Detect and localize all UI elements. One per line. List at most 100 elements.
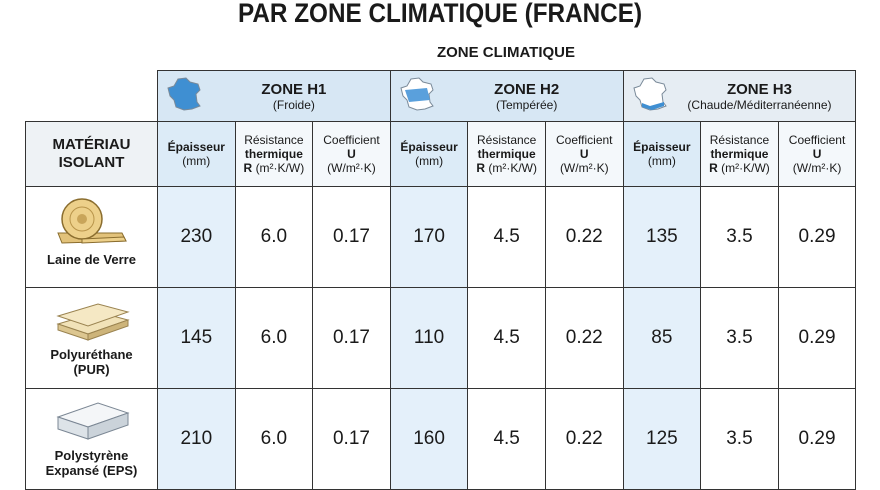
zone-text: ZONE H1 (Froide) [204,81,384,112]
column-name: Épaisseur [400,140,458,154]
value-cell: 170 [389,186,469,288]
material-row: Laine de Verre 230 6.0 0.17 170 4.5 0.22 135 3.5… [25,186,857,288]
column-unit-line: (mm) [158,154,234,168]
zone-row: ZONE H1 (Froide) ZONE H2 (Tempérée) ZONE H3(… [25,70,857,122]
column-unit-line: U (W/m²·K) [314,147,390,175]
value-cell: 85 [622,287,702,389]
column-header: Résistance thermique R (m²·K/W) [700,121,779,187]
value-cell: 0.22 [544,388,624,490]
value-cell: 125 [622,388,702,490]
column-name: Résistance [244,133,304,147]
value-cell: 0.17 [312,388,391,490]
material-name: Polystyrène [54,448,129,463]
column-subname: thermique [244,147,303,161]
value-cell: 0.17 [312,287,391,389]
column-header: Coefficient U (W/m²·K) [777,121,857,187]
column-unit: (mm) [415,154,444,168]
zone-box: ZONE H2 (Tempérée) [391,76,622,117]
material-icon [27,193,157,252]
material-cell: Polystyrène Expansé (EPS) [25,388,158,490]
material-icon [27,395,157,448]
value-cell: 3.5 [700,388,779,490]
column-unit-line: R (m²·K/W) [236,161,312,175]
material-row: Polystyrène Expansé (EPS) 210 6.0 0.17 160 4.5… [25,388,857,490]
zone-name: ZONE H3 [726,80,792,98]
blank [25,70,158,122]
column-unit-line: (mm) [391,154,467,168]
column-header: Résistance thermique R (m²·K/W) [467,121,546,187]
column-header: Coefficient U (W/m²·K) [312,121,391,187]
page: PAR ZONE CLIMATIQUE (FRANCE) ZONE CLIMAT… [25,0,857,490]
column-unit: (W/m²·K) [559,161,609,175]
zone-climate: (Tempérée) [495,97,558,112]
column-name: Épaisseur [633,140,691,154]
material-name: Expansé (EPS) [45,463,138,478]
corner-line: ISOLANT [58,154,125,171]
column-name: Épaisseur [167,140,225,154]
table: ZONE H1 (Froide) ZONE H2 (Tempérée) ZONE H3(… [25,70,857,490]
material-name: Laine de Verre [47,252,136,267]
column-header: Épaisseur (mm) [389,121,469,187]
value-cell: 6.0 [234,287,314,389]
zone-box: ZONE H3 (Chaude/Méditerranéenne) [624,76,855,117]
value-cell: 4.5 [467,186,546,288]
material-row: Polyuréthane (PUR) 145 6.0 0.17 110 4.5 0.22 85 3… [25,287,857,389]
column-name: Coefficient [323,133,380,147]
material-cell: Polyuréthane (PUR) [25,287,158,389]
value-cell: 6.0 [234,186,314,288]
value-cell: 3.5 [700,186,779,288]
value-cell: 0.17 [312,186,391,288]
column-name: Coefficient [788,133,846,147]
value-cell: 135 [622,186,702,288]
column-unit-line: (mm) [624,154,700,168]
column-symbol: R [709,161,718,175]
corner: MATÉRIAU ISOLANT [25,121,158,187]
value-cell: 6.0 [234,388,314,490]
column-unit: (m²·K/W) [488,161,537,175]
france-icon [630,76,670,117]
value-cell: 4.5 [467,388,546,490]
value-cell: 145 [157,287,236,389]
column-name: Coefficient [556,133,613,147]
column-name: Résistance [709,133,770,147]
column-symbol: R [476,161,485,175]
column-subname: thermique [477,147,536,161]
zone-header: ZONE H3 (Chaude/Méditerranéenne) [622,70,857,122]
column-row: MATÉRIAU ISOLANT Épaisseur (mm) Résistance th… [25,121,857,187]
column-symbol: U [579,147,589,161]
column-symbol: R [243,161,253,175]
value-cell: 160 [389,388,469,490]
column-unit-line: R (m²·K/W) [702,161,778,175]
column-unit-line: U (W/m²·K) [546,147,622,175]
value-cell: 210 [157,388,236,490]
column-unit-line: R (m²·K/W) [469,161,545,175]
zone-box: ZONE H1 (Froide) [158,76,389,117]
column-header: Coefficient U (W/m²·K) [544,121,624,187]
zone-name: ZONE H2 [494,80,560,98]
column-unit: (W/m²·K) [327,161,376,175]
value-cell: 230 [157,186,236,288]
value-cell: 0.22 [544,186,624,288]
france-icon [397,76,437,117]
column-unit: (m²·K/W) [721,161,770,175]
value-cell: 110 [389,287,469,389]
material-icon [27,294,157,347]
zone-header: ZONE H1 (Froide) [157,70,391,122]
zone-climate: (Froide) [272,97,315,112]
title: PAR ZONE CLIMATIQUE (FRANCE) [237,0,643,28]
value-cell: 0.22 [544,287,624,389]
zone-name: ZONE H1 [261,80,327,98]
zone-text: ZONE H3 (Chaude/Méditerranéenne) [670,81,850,112]
column-name: Résistance [476,133,537,147]
zone-text: ZONE H2 (Tempérée) [437,81,617,112]
column-header: Épaisseur (mm) [157,121,236,187]
column-subname: thermique [710,147,769,161]
column-header: Résistance thermique R (m²·K/W) [234,121,314,187]
column-unit: (mm) [182,154,211,168]
material-name: (PUR) [73,362,110,377]
column-unit-line: U (W/m²·K) [779,147,855,175]
value-cell: 0.29 [777,186,857,288]
column-unit: (mm) [647,154,676,168]
value-cell: 0.29 [777,287,857,389]
value-cell: 0.29 [777,388,857,490]
